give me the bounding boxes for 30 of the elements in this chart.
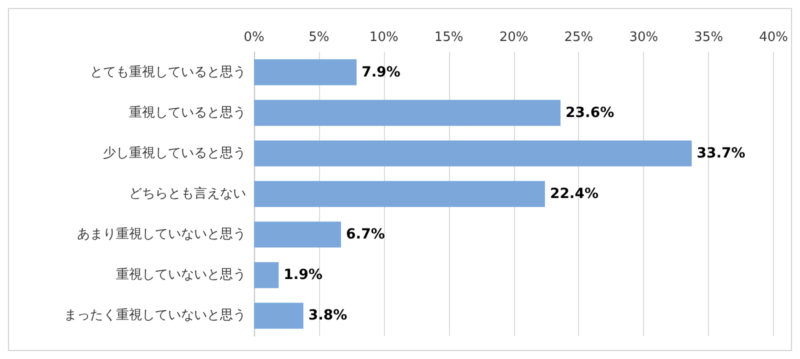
data-label: 3.8% (308, 308, 348, 324)
x-tick-label: 20% (499, 30, 528, 45)
bar (254, 100, 561, 126)
x-tick-label: 5% (308, 30, 330, 45)
y-tick-label: あまり重視していないと思う (77, 227, 246, 242)
bar (254, 59, 357, 86)
data-label: 22.4% (550, 186, 599, 202)
y-tick-label: 重視していると思う (129, 105, 246, 120)
data-label: 23.6% (566, 104, 614, 121)
x-tick-label: 10% (369, 30, 398, 45)
bar (254, 222, 342, 248)
bar (254, 140, 692, 166)
y-tick-label: 少し重視していると思う (103, 146, 246, 161)
data-label: 33.7% (696, 145, 746, 162)
y-tick-label: どちらとも言えない (129, 186, 246, 202)
x-tick-label: 40% (759, 30, 788, 45)
data-label: 6.7% (346, 226, 385, 243)
x-tick-label: 35% (694, 30, 724, 45)
x-tick-label: 15% (434, 30, 464, 45)
x-tick-label: 0% (244, 30, 264, 45)
bar (254, 181, 545, 207)
x-tick-label: 25% (564, 30, 594, 45)
y-tick-label: とても重視していると思う (90, 64, 246, 80)
data-label: 1.9% (284, 267, 323, 284)
data-label: 7.9% (362, 64, 400, 80)
x-tick-label: 30% (629, 30, 658, 45)
bar (254, 302, 304, 329)
y-tick-label: まったく重視していないと思う (64, 308, 246, 324)
bar (254, 262, 279, 288)
y-tick-label: 重視していないと思う (116, 268, 246, 283)
